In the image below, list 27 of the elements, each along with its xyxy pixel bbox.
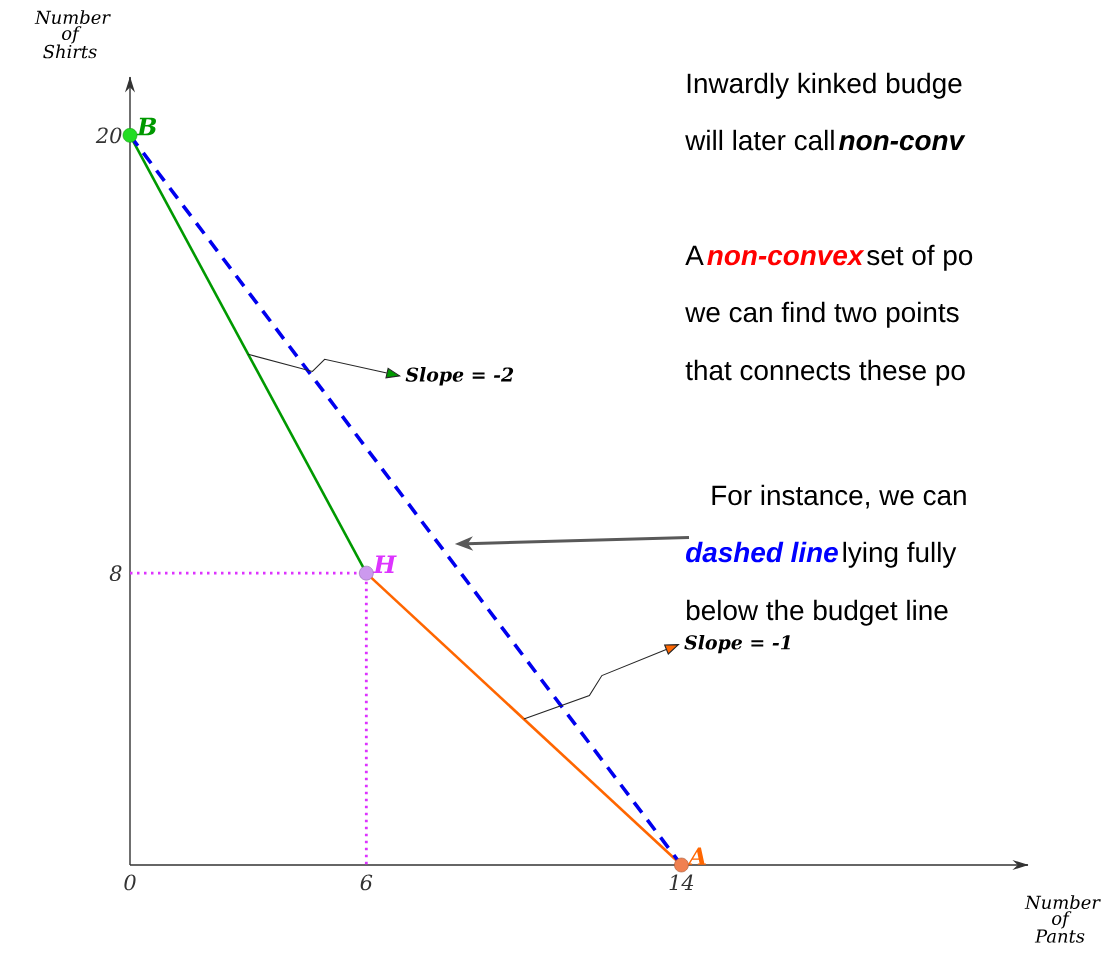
annotation: that connects these po [685, 359, 965, 386]
point [122, 128, 138, 143]
annotation: will later call [685, 129, 834, 151]
y-tick-label: 20 [95, 127, 122, 144]
point [359, 565, 374, 581]
annotation: For instance, we can [712, 484, 966, 509]
annotation: Slope = -1 [684, 634, 790, 654]
annotation: we can find two points [685, 301, 959, 328]
annotation: A [686, 847, 707, 865]
annotation: Inwardly kinked budge [687, 72, 962, 99]
y-axis-title: Number of Shirts [34, 10, 111, 59]
y-tick-label: 8 [109, 565, 122, 582]
annotation: non-conv [839, 134, 966, 151]
x-tick-label: 14 [669, 874, 694, 891]
x-tick-label: 6 [360, 874, 373, 891]
annotation: Slope = -2 [405, 367, 514, 386]
annotation: lying fully [843, 541, 957, 568]
annotation: non-convex [707, 249, 865, 266]
annotation: dashed line [686, 541, 838, 563]
x-axis-title: Number of Pants [1024, 895, 1101, 943]
annotation: A [685, 245, 704, 265]
annotation: below the budget line [687, 599, 948, 626]
annotation: H [372, 555, 397, 573]
point [674, 857, 689, 873]
x-tick-label: 0 [124, 874, 136, 891]
annotation: set of po [867, 244, 973, 271]
annotation: B [136, 117, 156, 136]
